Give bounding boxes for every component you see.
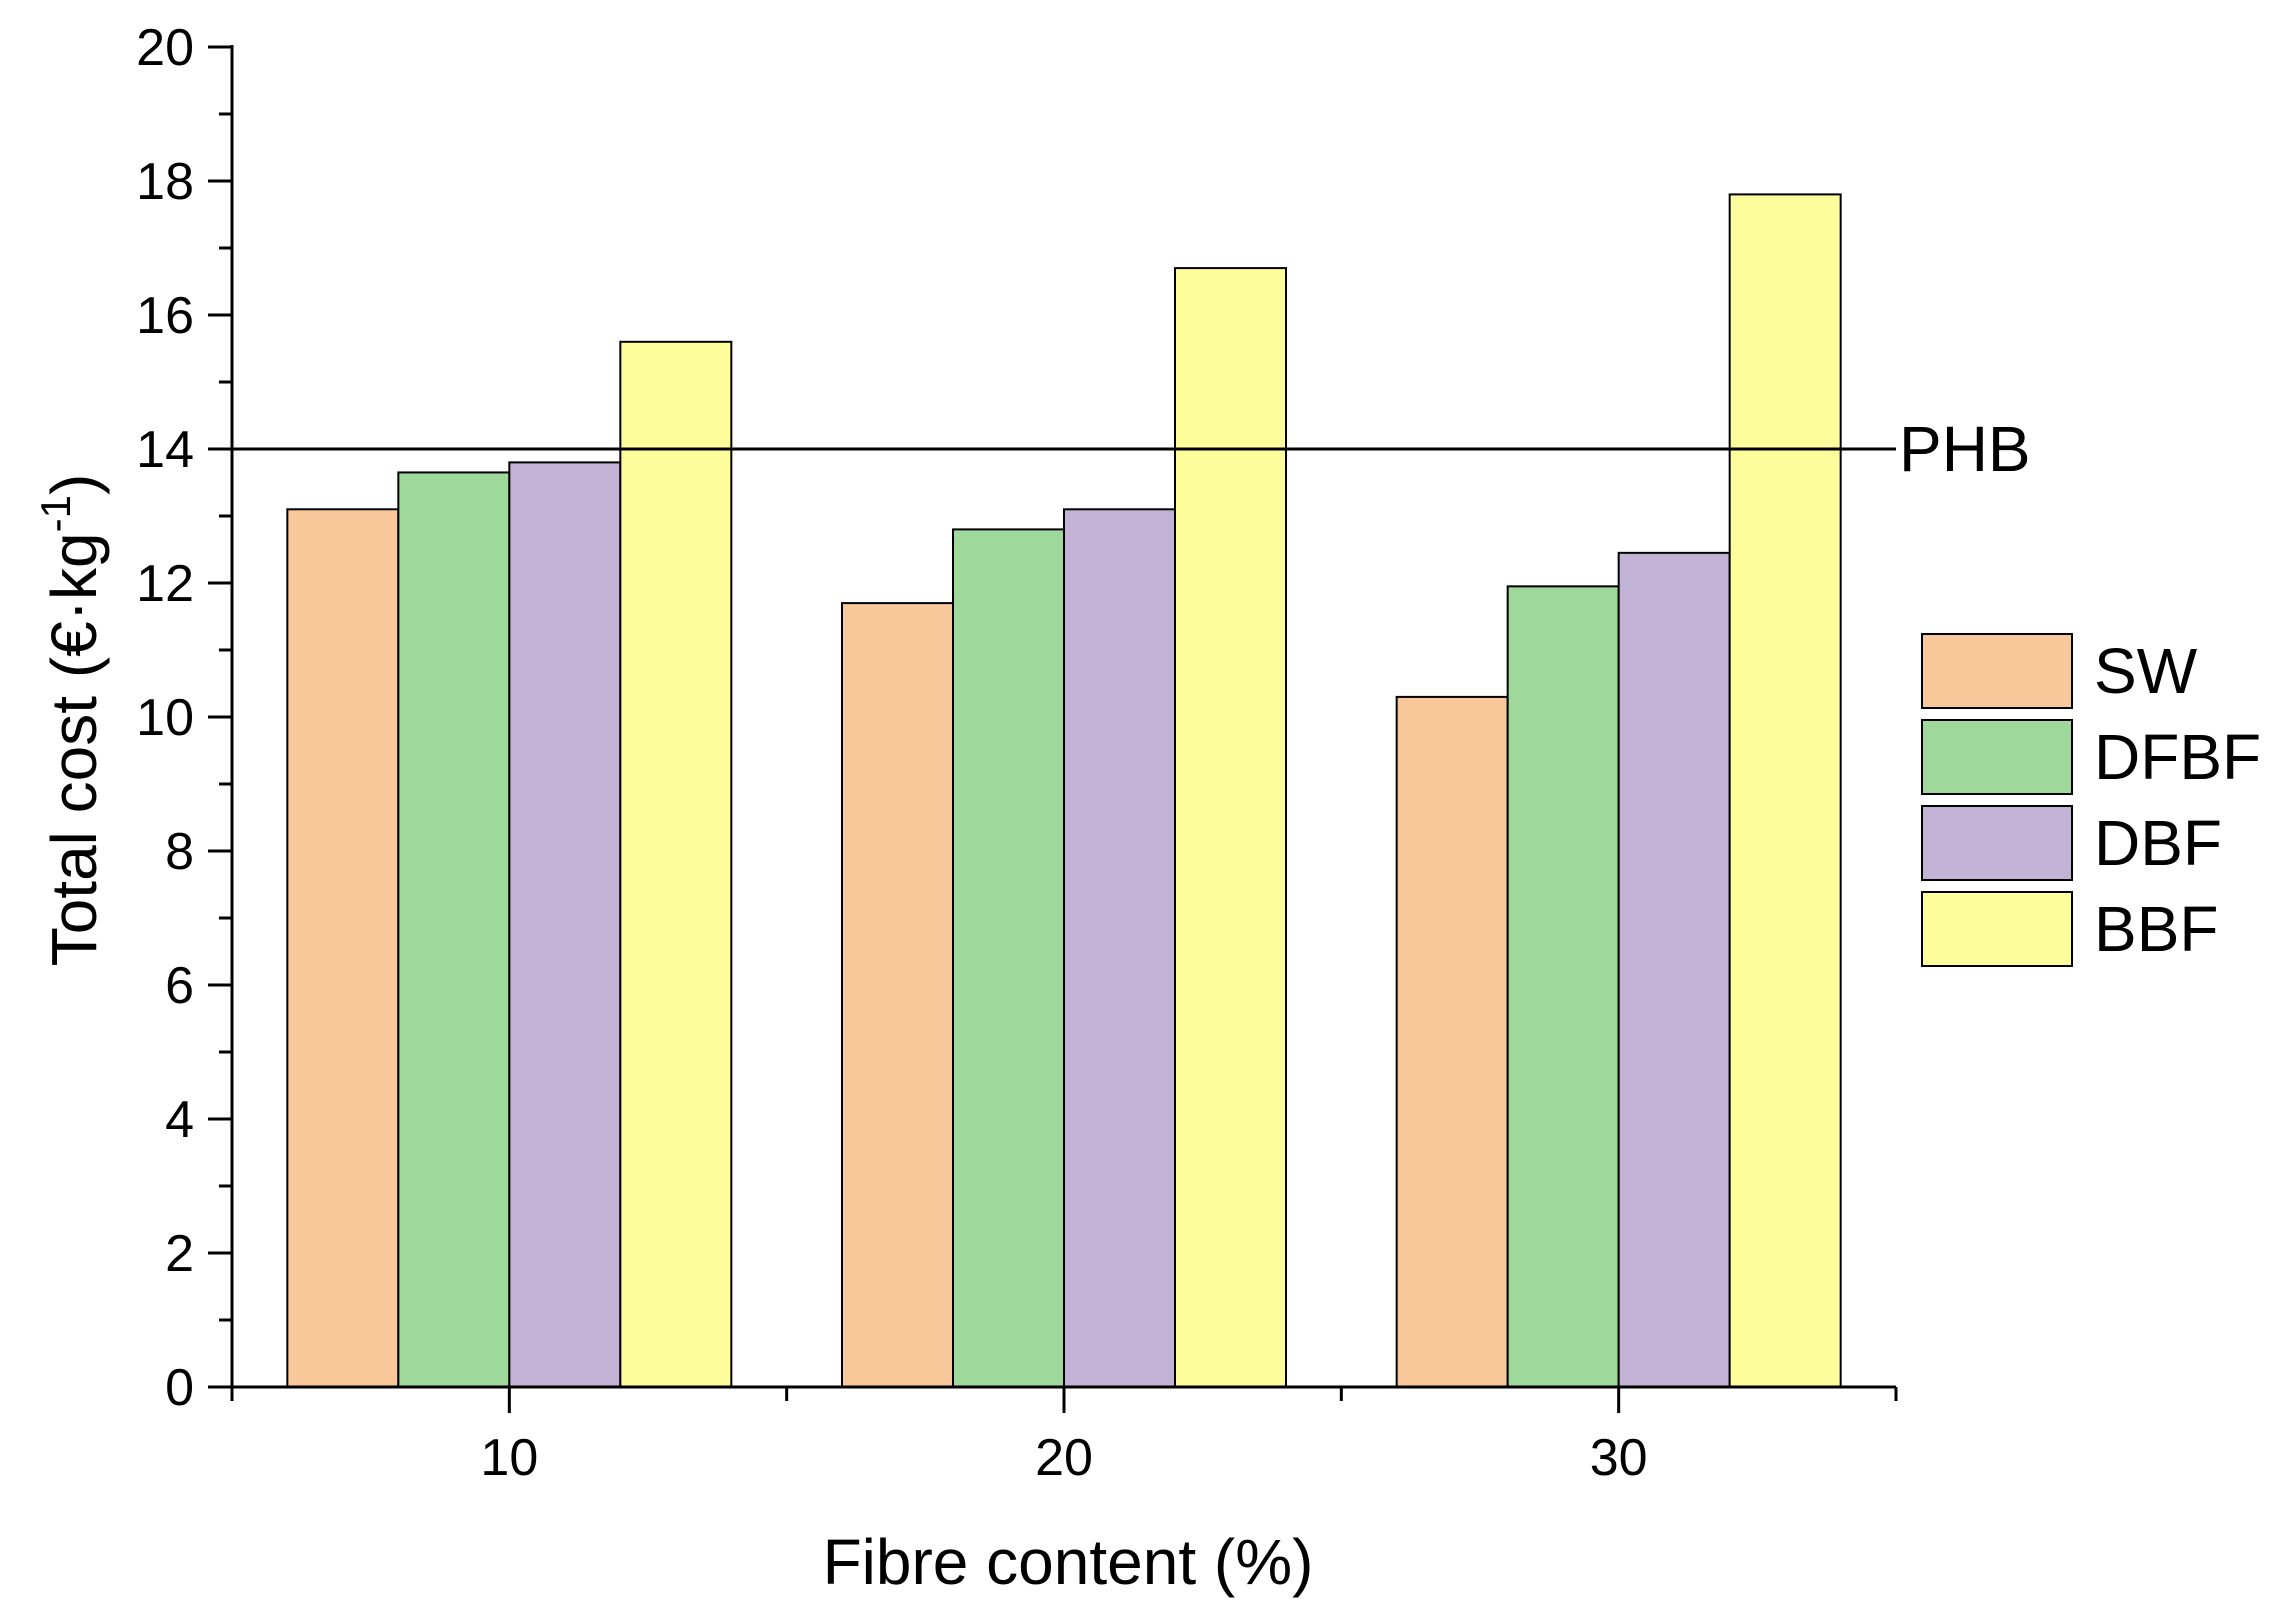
bar-dfbf-30 xyxy=(1506,585,1620,1388)
legend-label-bbf: BBF xyxy=(2094,893,2218,965)
legend-swatch-dfbf xyxy=(1921,719,2073,795)
legend-label-dbf: DBF xyxy=(2094,807,2222,879)
y-tick-label: 14 xyxy=(136,421,194,479)
y-tick-label: 2 xyxy=(165,1225,194,1283)
y-tick-label: 16 xyxy=(136,287,194,345)
bar-sw-30 xyxy=(1395,695,1509,1388)
bar-dbf-30 xyxy=(1617,551,1731,1388)
y-tick-label: 20 xyxy=(136,19,194,77)
y-tick-label: 0 xyxy=(165,1359,194,1417)
y-axis-title-superscript: -1 xyxy=(32,495,79,532)
legend-label-sw: SW xyxy=(2094,635,2198,707)
reference-line-group: PHB xyxy=(232,413,2031,485)
legend-swatch-bbf xyxy=(1921,891,2073,967)
legend: SW DFBF DBF BBF xyxy=(1921,633,2261,967)
y-tick-label: 12 xyxy=(136,555,194,613)
bar-bbf-20 xyxy=(1174,267,1287,1389)
bar-sw-10 xyxy=(286,508,400,1388)
bar-sw-20 xyxy=(841,602,954,1388)
y-axis-title-close: ) xyxy=(38,474,110,495)
x-axis-title: Fibre content (%) xyxy=(823,1526,1314,1598)
y-tick-label: 10 xyxy=(136,689,194,747)
x-tick-label: 20 xyxy=(1035,1429,1093,1487)
bar-dbf-10 xyxy=(508,461,622,1388)
legend-swatch-sw xyxy=(1921,633,2073,709)
bar-dbf-20 xyxy=(1063,508,1176,1388)
bars-group xyxy=(286,193,1842,1389)
legend-swatch-dbf xyxy=(1921,805,2073,881)
phb-reference-label: PHB xyxy=(1899,413,2031,485)
legend-label-dfbf: DFBF xyxy=(2094,721,2261,793)
bar-bbf-30 xyxy=(1728,193,1842,1388)
bar-dfbf-10 xyxy=(397,471,511,1388)
axes-group: 0 2 4 6 8 10 12 14 16 18 20 10 20 30 xyxy=(136,19,1898,1487)
y-tick-label: 18 xyxy=(136,153,194,211)
x-tick-label: 30 xyxy=(1590,1429,1648,1487)
y-tick-label: 6 xyxy=(165,957,194,1015)
y-axis-title: Total cost (€·kg-1) xyxy=(32,474,110,967)
y-tick-label: 4 xyxy=(165,1091,194,1149)
y-axis-title-main: Total cost (€·kg xyxy=(38,532,110,966)
y-tick-label: 8 xyxy=(165,823,194,881)
x-tick-label: 10 xyxy=(480,1429,538,1487)
bar-dfbf-20 xyxy=(952,528,1065,1388)
bar-bbf-10 xyxy=(619,340,733,1388)
